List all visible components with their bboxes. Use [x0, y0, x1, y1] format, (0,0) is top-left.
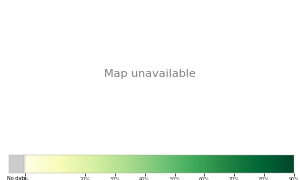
Text: Map unavailable: Map unavailable [104, 69, 196, 79]
Text: No data: No data [7, 176, 26, 180]
